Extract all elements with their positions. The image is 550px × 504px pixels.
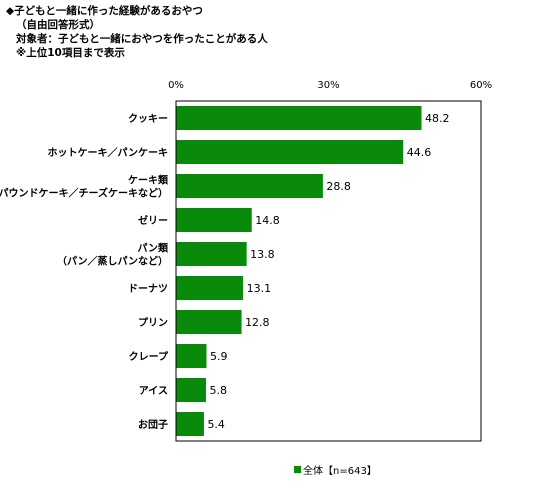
data-label: 28.8 [326,180,351,193]
bar [176,344,207,368]
chart-subtitle: （自由回答形式） [16,19,100,31]
category-label: ホットケーキ／パンケーキ [48,146,169,159]
chart-title: ◆子どもと一緒に作った経験があるおやつ [6,5,203,17]
data-label: 48.2 [425,112,450,125]
bar [176,412,204,436]
category-label: （パウンドケーキ／チーズケーキなど） [0,187,168,200]
data-label: 5.8 [209,384,227,397]
bar [176,378,206,402]
bar [176,174,323,198]
x-tick-label: 0% [168,80,184,91]
category-label: アイス [139,385,168,397]
category-label: クッキー [128,113,168,125]
data-label: 12.8 [245,316,269,329]
category-label: プリン [138,316,168,329]
x-tick-label: 60% [470,80,492,91]
legend-label: 全体【n=643】 [303,466,377,477]
bar [176,276,244,300]
legend-swatch [294,466,301,473]
category-label: ゼリー [138,214,168,227]
category-label: パン類 [138,242,169,255]
data-label: 13.1 [247,282,272,295]
category-label: ドーナツ [128,283,168,295]
chart-header: ◆子どもと一緒に作った経験があるおやつ （自由回答形式） 対象者：子どもと一緒に… [6,4,268,60]
data-label: 13.8 [250,248,275,261]
data-label: 14.8 [255,214,280,227]
chart-target-note: 対象者：子どもと一緒におやつを作ったことがある人 [16,33,268,45]
x-tick-label: 30% [317,80,339,91]
data-label: 5.9 [210,350,228,363]
plot-frame [175,100,482,442]
bar [176,106,422,130]
category-label: お団子 [138,419,168,431]
category-label: （パン／蒸しパンなど） [57,255,168,268]
category-label: クレープ [129,350,169,363]
data-label: 44.6 [407,146,432,159]
data-label: 5.4 [207,418,225,431]
bar [176,242,247,266]
chart-display-note: ※上位10項目まで表示 [16,47,125,59]
bar [176,310,242,334]
bar [176,140,404,164]
category-label: ケーキ類 [128,174,169,187]
bar [176,208,252,232]
chart-legend: 全体【n=643】 [294,462,377,477]
